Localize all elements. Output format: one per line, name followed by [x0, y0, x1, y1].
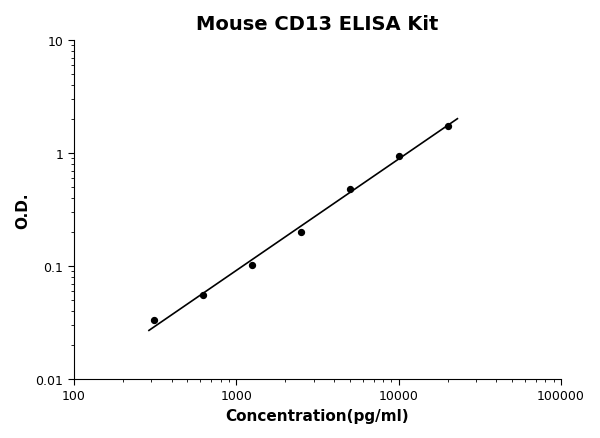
Point	[199, 292, 208, 299]
Point	[149, 317, 159, 324]
Point	[394, 153, 403, 160]
X-axis label: Concentration(pg/ml): Concentration(pg/ml)	[226, 408, 409, 423]
Point	[345, 186, 355, 193]
Title: Mouse CD13 ELISA Kit: Mouse CD13 ELISA Kit	[196, 15, 439, 34]
Point	[296, 229, 305, 236]
Y-axis label: O.D.: O.D.	[15, 192, 30, 228]
Point	[443, 123, 452, 130]
Point	[247, 261, 257, 268]
